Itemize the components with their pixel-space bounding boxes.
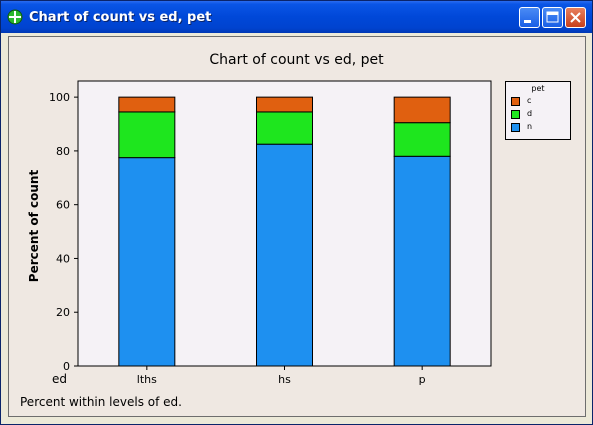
minitab-app-icon: [7, 9, 23, 25]
bar-c-hs: [256, 96, 313, 113]
minimize-button[interactable]: [519, 7, 540, 28]
title-bar[interactable]: Chart of count vs ed, pet: [1, 1, 592, 33]
chart-title: Chart of count vs ed, pet: [209, 52, 384, 68]
y-tick-label: 40: [56, 252, 70, 265]
y-tick-label: 100: [49, 91, 70, 104]
x-tick-label: lths: [137, 373, 157, 386]
bar-d-p: [393, 122, 451, 157]
maximize-button[interactable]: [542, 7, 563, 28]
legend-swatch: [511, 123, 520, 132]
legend-label: c: [527, 96, 532, 105]
y-tick-label: 60: [56, 199, 70, 212]
y-tick-label: 80: [56, 145, 70, 158]
close-button[interactable]: [565, 7, 586, 28]
bar-c-p: [393, 96, 451, 124]
close-icon: [570, 12, 581, 23]
legend-title: pet: [531, 84, 545, 93]
y-tick-label: 0: [63, 360, 70, 373]
y-tick-label: 20: [56, 306, 70, 319]
x-tick-label: p: [419, 373, 426, 386]
legend-swatch: [511, 97, 520, 106]
bar-n-lths: [118, 157, 176, 367]
window-title: Chart of count vs ed, pet: [29, 10, 212, 25]
bar-c-lths: [118, 96, 176, 113]
legend-label: d: [527, 109, 533, 118]
legend-swatch: [511, 110, 520, 119]
footnote: Percent within levels of ed.: [20, 395, 182, 409]
bar-n-p: [393, 155, 451, 367]
x-axis-label: ed: [52, 372, 67, 386]
x-tick-label: hs: [278, 373, 291, 386]
maximize-icon: [546, 11, 559, 23]
bar-n-hs: [256, 143, 313, 367]
bar-d-lths: [118, 111, 176, 159]
y-axis-label: Percent of count: [27, 169, 41, 283]
legend-label: n: [527, 122, 533, 131]
minimize-icon: [524, 20, 531, 23]
bar-d-hs: [256, 111, 313, 145]
